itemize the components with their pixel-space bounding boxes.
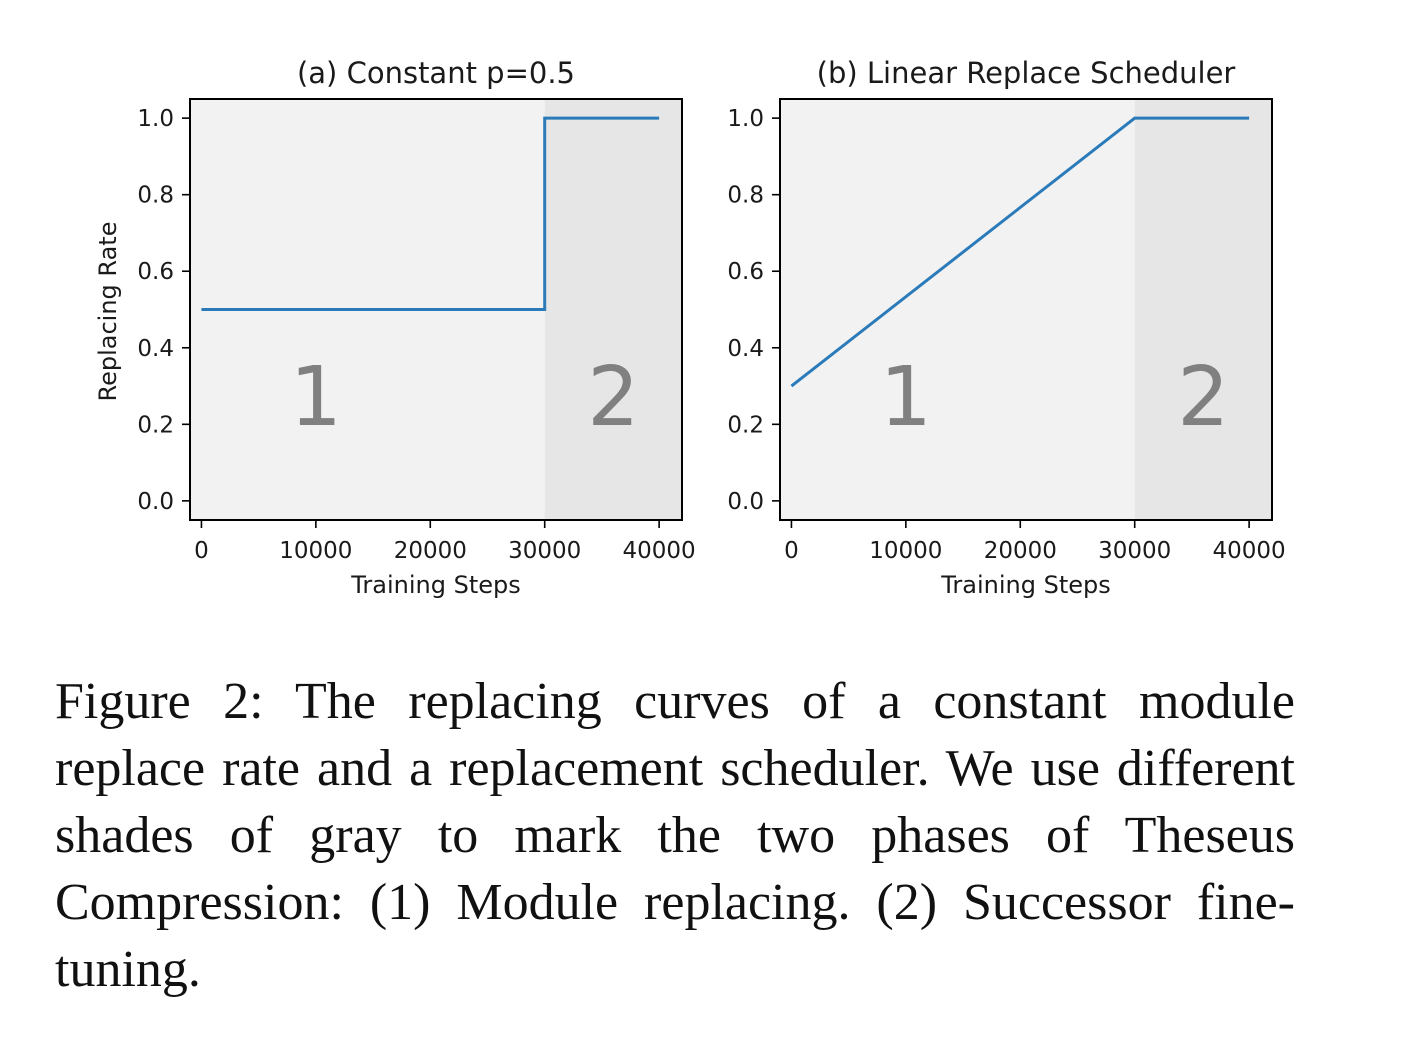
x-tick-label: 30000 <box>508 538 581 564</box>
y-tick-label: 0.4 <box>727 336 764 362</box>
series-line <box>790 116 1250 388</box>
x-axis-label: Training Steps <box>350 571 520 599</box>
y-tick-label: 0.8 <box>137 183 174 209</box>
x-tick-label: 10000 <box>279 538 352 564</box>
figure-caption: Figure 2: The replacing curves of a cons… <box>55 673 1295 998</box>
x-tick-label: 0 <box>194 538 209 564</box>
y-tick-label: 1.0 <box>137 106 174 132</box>
plot-frame <box>779 98 1273 521</box>
phase-label-1: 1 <box>290 350 342 445</box>
chart-panel-2: 1 2 0.0 0.2 0.4 0.6 0.8 1.0 0 10000 20000 30000 4000… <box>727 56 1285 599</box>
phase-region-1 <box>780 99 1135 520</box>
phase-label-2: 2 <box>587 350 639 445</box>
y-tick-label: 0.6 <box>727 259 764 285</box>
y-tick-label: 1.0 <box>727 106 764 132</box>
x-tick-label: 10000 <box>869 538 942 564</box>
chart-title: (a) Constant p=0.5 <box>297 56 575 90</box>
x-tick-label: 20000 <box>984 538 1057 564</box>
phase-region-2 <box>1134 99 1272 520</box>
y-tick-label: 0.0 <box>137 489 174 515</box>
phase-label-2: 2 <box>1177 350 1229 445</box>
phase-region-2 <box>544 99 682 520</box>
x-tick-label: 20000 <box>394 538 467 564</box>
x-tick-label: 40000 <box>623 538 696 564</box>
y-tick-label: 0.8 <box>727 183 764 209</box>
x-tick-label: 30000 <box>1098 538 1171 564</box>
x-tick-label: 0 <box>784 538 799 564</box>
x-tick-label: 40000 <box>1213 538 1286 564</box>
x-axis-label: Training Steps <box>940 571 1110 599</box>
y-tick-label: 0.4 <box>137 336 174 362</box>
chart-panel-1: 1 2 0.0 0.2 0.4 0.6 0.8 1.0 0 10000 20000 30000 4000… <box>94 56 696 599</box>
chart-title: (b) Linear Replace Scheduler <box>817 56 1236 90</box>
y-axis-label: Replacing Rate <box>94 222 122 402</box>
y-tick-label: 0.6 <box>137 259 174 285</box>
figure: 1 2 0.0 0.2 0.4 0.6 0.8 1.0 0 10000 20000 30000 4000… <box>94 56 1286 599</box>
phase-label-1: 1 <box>880 350 932 445</box>
series-line <box>201 116 660 311</box>
y-tick-label: 0.2 <box>727 412 764 438</box>
y-tick-label: 0.2 <box>137 412 174 438</box>
plot-frame <box>189 98 683 521</box>
y-tick-label: 0.0 <box>727 489 764 515</box>
